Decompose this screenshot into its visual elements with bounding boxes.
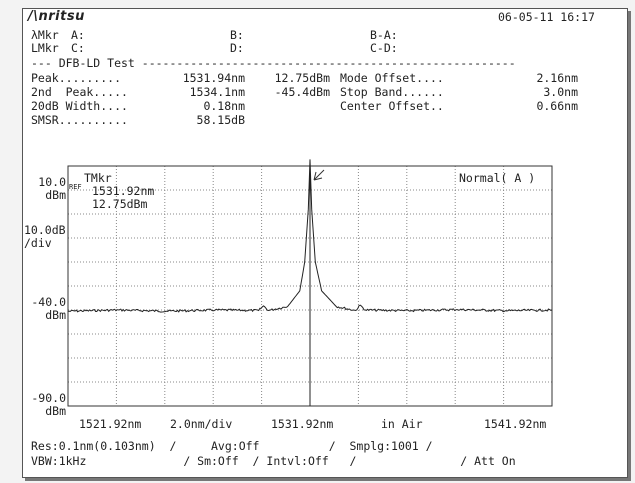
spectrum-trace: [68, 159, 553, 313]
trace-marker-power: 12.75dBm: [92, 197, 148, 211]
y-mid-unit: dBm: [45, 308, 66, 322]
trace-mode: Normal( A ): [459, 171, 536, 185]
settings-line-2: VBW:1kHz / Sm:Off / Intvl:Off / / Att On: [31, 454, 516, 468]
marker-c: C:: [71, 41, 85, 55]
wavelength-marker-label: λMkr: [31, 28, 59, 42]
test-section-title: --- DFB-LD Test ------------------------…: [31, 56, 516, 70]
x-span-per-div: 2.0nm/div: [170, 417, 233, 431]
ref-tag: REF: [69, 183, 82, 191]
second-peak-power: -45.4dBm: [274, 85, 330, 99]
plot-grid: [68, 166, 552, 406]
stop-band-label: Stop Band......: [340, 85, 444, 99]
level-marker-label: LMkr: [31, 41, 59, 55]
second-peak-wavelength: 1534.1nm: [189, 85, 245, 99]
peak-wavelength: 1531.94nm: [182, 71, 245, 85]
width-20db-label: 20dB Width....: [31, 99, 128, 113]
trace-marker-title: TMkr: [84, 171, 112, 185]
x-stop: 1541.92nm: [484, 417, 547, 431]
marker-a: A:: [71, 28, 85, 42]
marker-d: D:: [230, 41, 244, 55]
marker-b: B:: [230, 28, 244, 42]
y-top-unit: dBm: [45, 188, 66, 202]
trace-layer: [68, 159, 553, 406]
center-offset-value: 0.66nm: [536, 99, 578, 113]
scale-per-div: 10.0dB: [24, 223, 66, 237]
y-bottom-unit: dBm: [45, 404, 66, 418]
stop-band-value: 3.0nm: [543, 85, 578, 99]
center-offset-label: Center Offset..: [340, 99, 444, 113]
y-bottom-value: -90.0: [31, 391, 66, 405]
peak-marker-icon: [313, 169, 325, 181]
x-center: 1531.92nm: [271, 417, 334, 431]
peak-power: 12.75dBm: [274, 71, 330, 85]
analyzer-screen: [22, 8, 628, 478]
anritsu-logo: /\nritsu: [28, 9, 85, 24]
trace-marker-wavelength: 1531.92nm: [92, 184, 155, 198]
marker-c-minus-d: C-D:: [370, 41, 398, 55]
settings-line-1: Res:0.1nm(0.103nm) / Avg:Off / Smplg:100…: [31, 439, 433, 453]
width-20db-value: 0.18nm: [203, 99, 245, 113]
mode-offset-value: 2.16nm: [536, 71, 578, 85]
scale-unit: /div: [24, 236, 52, 250]
marker-b-minus-a: B-A:: [370, 28, 398, 42]
datetime: 06-05-11 16:17: [498, 10, 595, 24]
second-peak-label: 2nd Peak.....: [31, 85, 128, 99]
y-top-value: 10.0: [38, 175, 66, 189]
mode-offset-label: Mode Offset....: [340, 71, 444, 85]
x-start: 1521.92nm: [79, 417, 142, 431]
peak-label: Peak.........: [31, 71, 122, 85]
x-medium: in Air: [381, 417, 423, 431]
smsr-value: 58.15dB: [196, 113, 245, 127]
smsr-label: SMSR..........: [31, 113, 128, 127]
y-mid-value: -40.0: [31, 295, 66, 309]
